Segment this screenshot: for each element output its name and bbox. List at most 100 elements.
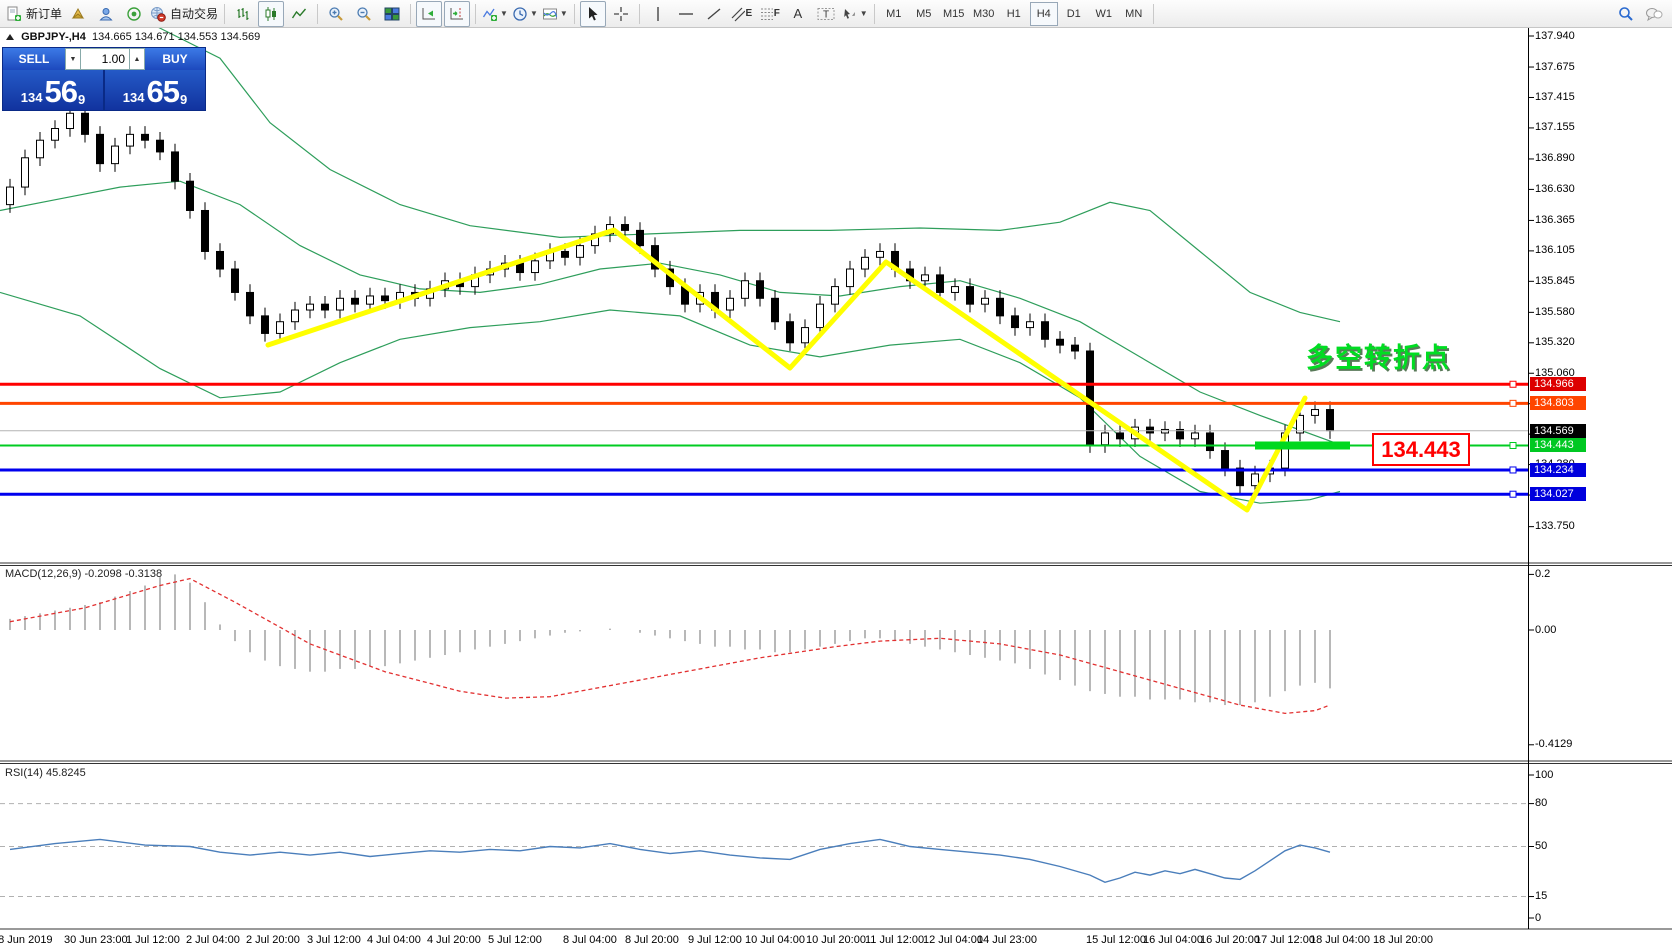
axis-tick-label: 136.105 xyxy=(1535,244,1575,257)
search-button[interactable] xyxy=(1613,1,1639,27)
trendline-button[interactable] xyxy=(701,1,727,27)
line-anchor-handle[interactable] xyxy=(1509,466,1517,474)
buy-button[interactable]: BUY xyxy=(145,48,205,70)
zigzag-trend-annotation[interactable] xyxy=(265,227,1308,513)
pivot-annotation[interactable]: 多空转折点 xyxy=(1306,343,1451,373)
templates-button[interactable]: ▼ xyxy=(541,1,569,27)
candle-body xyxy=(306,303,314,311)
profiles-button[interactable] xyxy=(93,1,119,27)
toolbar-separator xyxy=(638,3,640,24)
time-axis-label: 3 Jul 12:00 xyxy=(307,934,361,946)
sell-price-big: 56 xyxy=(44,74,77,109)
toolbar-separator xyxy=(317,3,319,24)
time-axis-label: 4 Jul 04:00 xyxy=(367,934,421,946)
axis-tick-label: 100 xyxy=(1535,768,1554,781)
indicators-button[interactable]: ▼ xyxy=(481,1,509,27)
time-axis-label: 8 Jul 20:00 xyxy=(625,934,679,946)
volume-up-button[interactable]: ▲ xyxy=(129,48,145,70)
new-order-label: 新订单 xyxy=(26,7,63,21)
line-anchor-handle[interactable] xyxy=(1509,399,1517,407)
timeframe-button-m1[interactable]: M1 xyxy=(886,7,902,20)
toolbar-separator xyxy=(224,3,226,24)
time-axis-label: 16 Jul 04:00 xyxy=(1143,934,1203,946)
volume-input[interactable]: 1.00 xyxy=(81,48,129,70)
horizontal-line-icon xyxy=(678,12,693,15)
candle-body xyxy=(1236,467,1244,487)
text-label-button[interactable]: T xyxy=(813,1,839,27)
tile-windows-icon xyxy=(384,7,400,20)
auto-trading-button[interactable]: 自动交易 xyxy=(149,1,219,27)
fibonacci-button[interactable]: F xyxy=(757,1,783,27)
vertical-line-button[interactable] xyxy=(645,1,671,27)
symbol-info-line: GBPJPY-,H4 134.665 134.671 134.553 134.5… xyxy=(6,31,260,43)
timeframe-button-mn[interactable]: MN xyxy=(1125,7,1143,20)
new-order-icon xyxy=(7,6,21,21)
zoom-in-button[interactable] xyxy=(323,1,349,27)
timeframe-button-h4[interactable]: H4 xyxy=(1029,1,1058,26)
bollinger-lower-band xyxy=(0,291,1341,504)
horizontal-line-button[interactable] xyxy=(673,1,699,27)
indicators-icon xyxy=(482,8,498,21)
candle-body xyxy=(576,245,584,258)
highlight-segment[interactable] xyxy=(1255,441,1350,450)
line-chart-button[interactable] xyxy=(286,1,312,27)
timeframe-button-w1[interactable]: W1 xyxy=(1095,7,1112,20)
text-button[interactable]: A xyxy=(785,1,811,27)
time-axis-label: 18 Jul 20:00 xyxy=(1373,934,1433,946)
trendline-icon xyxy=(707,7,721,20)
candle-body xyxy=(921,274,929,282)
candle-body xyxy=(1026,321,1034,329)
candle-body xyxy=(771,297,779,323)
cursor-button[interactable] xyxy=(579,0,606,27)
candle-body xyxy=(1191,432,1199,440)
volume-down-button[interactable]: ▼ xyxy=(65,48,81,70)
collapse-arrow-icon[interactable] xyxy=(6,34,14,40)
timeframe-button-m5[interactable]: M5 xyxy=(916,7,932,20)
auto-scroll-button[interactable] xyxy=(416,0,443,27)
timeframe-button-m30[interactable]: M30 xyxy=(973,7,995,20)
time-axis-label: 30 Jun 23:00 xyxy=(64,934,128,946)
line-anchor-handle[interactable] xyxy=(1509,490,1517,498)
crosshair-button[interactable] xyxy=(608,1,634,27)
candlestick-chart-button[interactable] xyxy=(258,0,285,27)
arrows-button[interactable]: ▼ xyxy=(841,1,869,27)
candle-body xyxy=(1206,432,1214,452)
axis-tick-label: 0 xyxy=(1535,911,1542,924)
time-axis-label: 10 Jul 04:00 xyxy=(745,934,805,946)
buy-price[interactable]: 134 65 9 xyxy=(105,70,205,110)
bollinger-upper-band xyxy=(149,22,1341,323)
toolbar-separator xyxy=(1152,3,1154,24)
auto-scroll-icon xyxy=(422,7,436,19)
signals-button[interactable] xyxy=(121,1,147,27)
bar-chart-icon xyxy=(237,7,249,20)
quotes-button[interactable] xyxy=(65,1,91,27)
time-axis-label: 2 Jul 20:00 xyxy=(246,934,300,946)
axis-tick-label: 135.580 xyxy=(1535,305,1575,318)
candle-body xyxy=(66,112,74,130)
candle-body xyxy=(276,321,284,334)
timeframe-button-h1[interactable]: H1 xyxy=(1006,7,1021,20)
channel-button[interactable]: E xyxy=(729,1,755,27)
bar-chart-button[interactable] xyxy=(230,1,256,27)
sell-button[interactable]: SELL xyxy=(3,48,65,70)
sell-price[interactable]: 134 56 9 xyxy=(3,70,105,110)
time-axis-label: 16 Jul 20:00 xyxy=(1200,934,1260,946)
time-axis-label: 2 Jul 04:00 xyxy=(186,934,240,946)
periods-button[interactable]: ▼ xyxy=(511,1,539,27)
chat-button[interactable] xyxy=(1641,1,1667,27)
price-callout-box[interactable]: 134.443 xyxy=(1372,433,1470,466)
new-order-button[interactable]: 新订单 xyxy=(5,1,63,27)
one-click-trading-panel: SELL ▼ 1.00 ▲ BUY 134 56 9 134 65 9 xyxy=(2,47,206,111)
candle-body xyxy=(81,112,89,135)
time-axis-label: 1 Jul 12:00 xyxy=(126,934,180,946)
tile-windows-button[interactable] xyxy=(379,1,405,27)
timeframe-button-m15[interactable]: M15 xyxy=(943,7,965,20)
timeframe-button-d1[interactable]: D1 xyxy=(1066,7,1081,20)
chart-shift-button[interactable] xyxy=(444,0,471,27)
zoom-out-button[interactable] xyxy=(351,1,377,27)
line-anchor-handle[interactable] xyxy=(1509,441,1517,449)
time-axis-label: 14 Jul 23:00 xyxy=(977,934,1037,946)
line-anchor-handle[interactable] xyxy=(1509,380,1517,388)
